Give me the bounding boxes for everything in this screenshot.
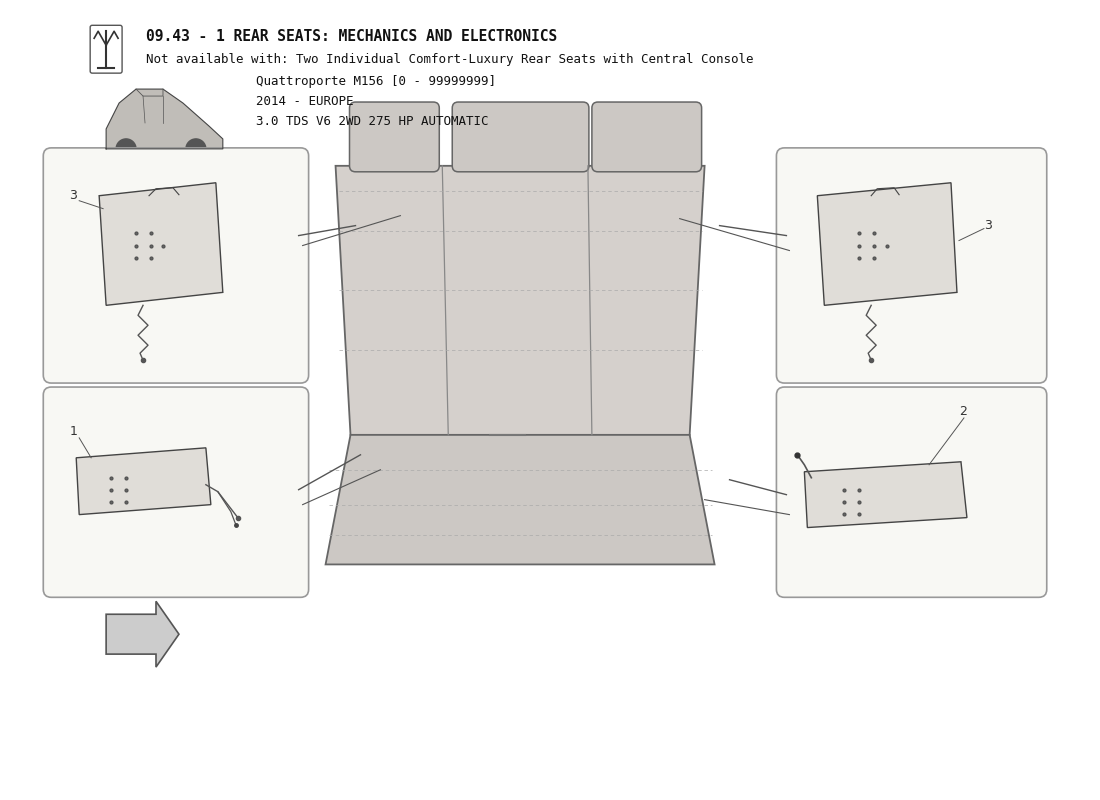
Polygon shape [106, 89, 223, 149]
Text: 2014 - EUROPE: 2014 - EUROPE [255, 95, 353, 108]
Polygon shape [336, 166, 705, 435]
Text: 3: 3 [69, 190, 77, 202]
Text: 2: 2 [959, 406, 967, 418]
Polygon shape [817, 182, 957, 306]
Polygon shape [99, 182, 223, 306]
Polygon shape [76, 448, 211, 514]
Text: 1: 1 [69, 426, 77, 438]
FancyBboxPatch shape [350, 102, 439, 172]
FancyBboxPatch shape [43, 387, 309, 598]
FancyBboxPatch shape [777, 148, 1047, 383]
Polygon shape [106, 602, 179, 667]
FancyBboxPatch shape [592, 102, 702, 172]
Text: Not available with: Two Individual Comfort-Luxury Rear Seats with Central Consol: Not available with: Two Individual Comfo… [146, 54, 754, 66]
Polygon shape [326, 435, 715, 565]
Circle shape [117, 139, 136, 159]
Polygon shape [804, 462, 967, 527]
Text: Quattroporte M156 [0 - 99999999]: Quattroporte M156 [0 - 99999999] [255, 75, 496, 88]
Text: 3: 3 [983, 219, 992, 232]
Text: 09.43 - 1 REAR SEATS: MECHANICS AND ELECTRONICS: 09.43 - 1 REAR SEATS: MECHANICS AND ELEC… [146, 30, 558, 44]
FancyBboxPatch shape [777, 387, 1047, 598]
Text: 3.0 TDS V6 2WD 275 HP AUTOMATIC: 3.0 TDS V6 2WD 275 HP AUTOMATIC [255, 115, 488, 128]
FancyBboxPatch shape [452, 102, 588, 172]
Circle shape [186, 139, 206, 159]
FancyBboxPatch shape [43, 148, 309, 383]
